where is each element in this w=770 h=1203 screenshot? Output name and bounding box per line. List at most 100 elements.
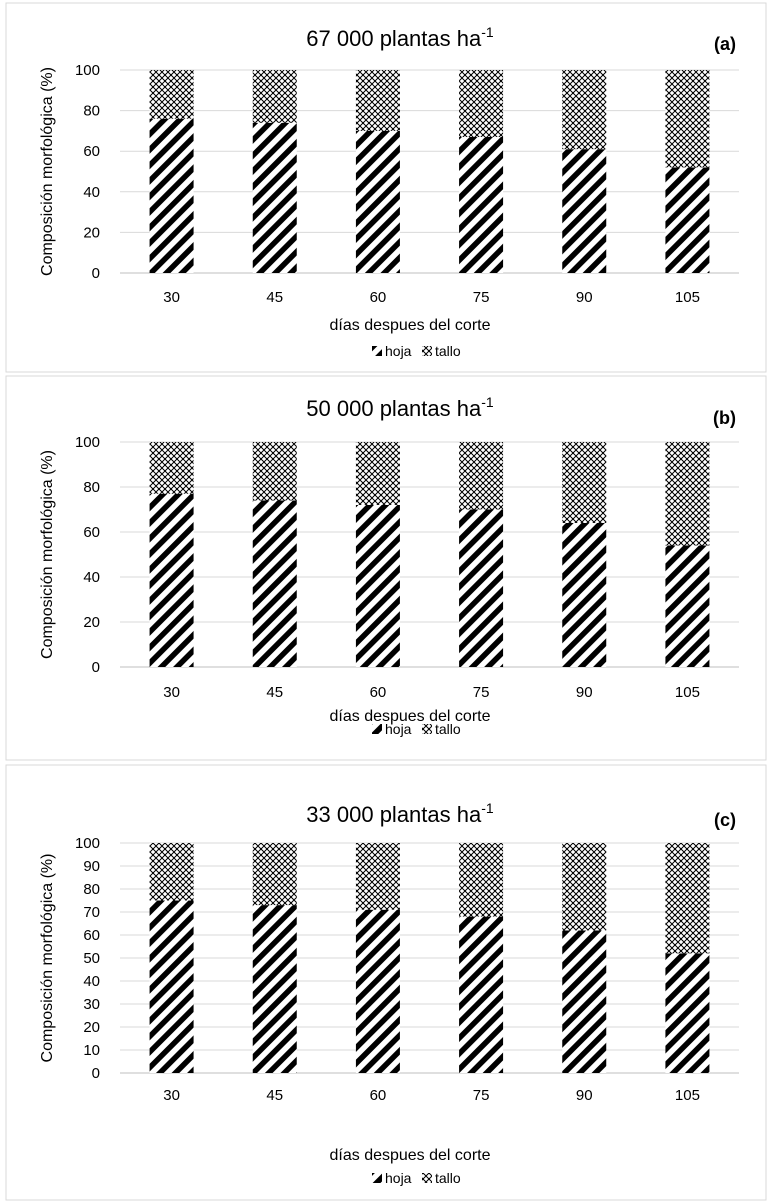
bar-hoja-75 [459,916,504,1073]
x-tick-label: 105 [675,289,700,306]
y-tick-label: 0 [92,265,100,282]
x-tick-label: 30 [163,1087,180,1104]
y-axis-label: Composición morfológica (%) [39,67,56,276]
y-tick-label: 40 [83,973,100,990]
bar-tallo-60 [355,843,400,910]
bar-hoja-90 [562,149,607,273]
y-tick-label: 20 [83,614,100,631]
legend-swatch-hoja [372,724,382,734]
legend-swatch-hoja [372,346,382,356]
chart-panel-1: 0 20 40 60 80 100 30 45 60 75 90 105 67 000 plantas … [5,2,767,373]
y-tick-label: 50 [83,950,100,967]
bar-hoja-105 [665,545,710,667]
y-tick-label: 20 [83,224,100,241]
x-axis-label: días despues del corte [330,317,491,334]
bar-hoja-105 [665,167,710,273]
y-axis-label: Composición morfológica (%) [39,450,56,659]
bar-hoja-90 [562,523,607,667]
y-tick-label: 20 [83,1019,100,1036]
bar-tallo-75 [459,442,504,510]
bar-tallo-90 [562,442,607,523]
legend-swatch-hoja [372,1173,382,1183]
bar-tallo-75 [459,70,504,137]
x-tick-label: 105 [675,684,700,701]
bar-tallo-45 [252,70,297,123]
chart-title: 67 000 plantas ha-1 [306,24,494,51]
bar-hoja-75 [459,136,504,273]
y-tick-label: 60 [83,143,100,160]
legend-label-tallo: tallo [435,343,461,359]
y-tick-label: 80 [83,103,100,120]
bar-hoja-30 [149,118,194,273]
legend: hoja tallo [372,721,461,737]
bar-tallo-105 [665,843,710,954]
legend: hoja tallo [372,1170,461,1186]
x-tick-label: 90 [576,289,593,306]
legend-swatch-tallo [422,724,432,734]
y-tick-label: 60 [83,927,100,944]
y-tick-label: 40 [83,184,100,201]
y-axis-label: Composición morfológica (%) [39,854,56,1063]
y-tick-label: 100 [75,62,100,79]
bar-hoja-105 [665,953,710,1073]
legend-swatch-tallo [422,346,432,356]
x-tick-label: 90 [576,1087,593,1104]
bar-hoja-60 [355,130,400,273]
bar-hoja-45 [252,905,297,1073]
chart-panel-3: 0 10 20 30 40 50 60 70 80 90 100 30 45 60 75 90 105 33 00… [5,764,767,1201]
chart-title: 33 000 plantas ha-1 [306,800,494,827]
bar-tallo-60 [355,442,400,505]
x-tick-label: 90 [576,684,593,701]
x-tick-label: 60 [370,289,387,306]
panel-label: (c) [714,810,736,830]
bar-tallo-105 [665,442,710,546]
x-tick-label: 105 [675,1087,700,1104]
y-tick-label: 30 [83,996,100,1013]
legend: hoja tallo [372,343,461,359]
y-tick-label: 100 [75,835,100,852]
x-tick-label: 60 [370,1087,387,1104]
bar-tallo-75 [459,843,504,917]
panel-label: (a) [714,34,736,54]
bar-hoja-30 [149,493,194,667]
y-tick-label: 90 [83,858,100,875]
bar-tallo-60 [355,70,400,131]
y-tick-label: 80 [83,479,100,496]
x-tick-label: 30 [163,289,180,306]
x-axis-label: días despues del corte [330,708,491,725]
x-tick-label: 75 [473,684,490,701]
panel-label: (b) [713,408,736,428]
y-tick-label: 100 [75,434,100,451]
bar-hoja-45 [252,122,297,273]
legend-label-hoja: hoja [385,721,412,737]
bar-hoja-60 [355,505,400,667]
x-tick-label: 60 [370,684,387,701]
y-tick-label: 80 [83,881,100,898]
bar-tallo-30 [149,442,194,494]
bar-tallo-45 [252,442,297,501]
x-tick-label: 45 [266,1087,283,1104]
x-tick-label: 75 [473,1087,490,1104]
legend-label-tallo: tallo [435,1170,461,1186]
chart-title: 50 000 plantas ha-1 [306,394,494,421]
bar-tallo-90 [562,70,607,150]
bar-hoja-45 [252,500,297,667]
y-tick-label: 60 [83,524,100,541]
bar-tallo-105 [665,70,710,168]
x-tick-label: 75 [473,289,490,306]
y-tick-label: 0 [92,1065,100,1082]
bar-hoja-30 [149,900,194,1073]
x-tick-label: 45 [266,289,283,306]
bar-tallo-30 [149,843,194,901]
y-tick-label: 70 [83,904,100,921]
bar-tallo-30 [149,70,194,119]
legend-label-hoja: hoja [385,1170,412,1186]
legend-label-tallo: tallo [435,721,461,737]
bar-tallo-45 [252,843,297,906]
bar-hoja-90 [562,930,607,1073]
legend-swatch-tallo [422,1173,432,1183]
bar-tallo-90 [562,843,607,931]
x-tick-label: 30 [163,684,180,701]
